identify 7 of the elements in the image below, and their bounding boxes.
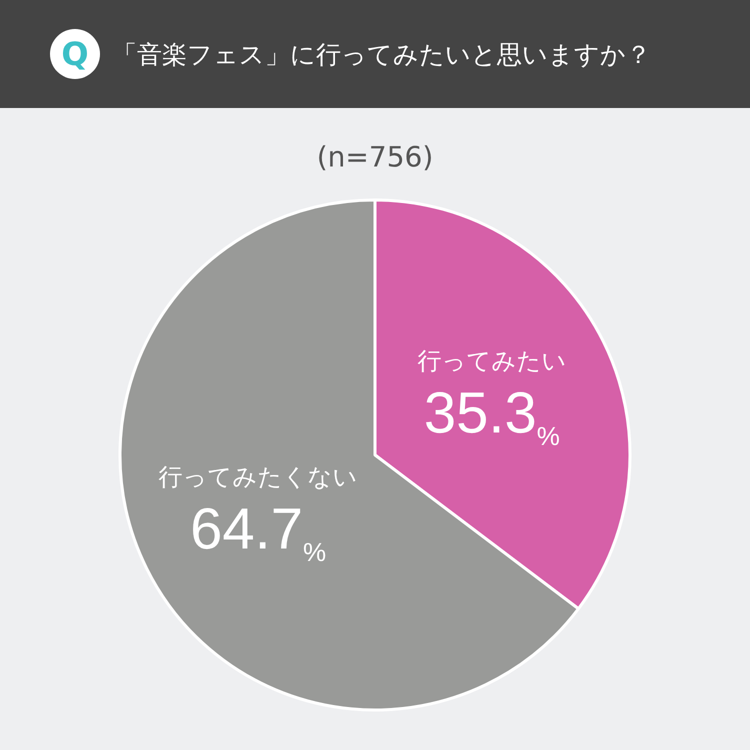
chart-title: 「音楽フェス」に行ってみたいと思いますか？ [112,38,651,70]
data-label: 35.3% [424,380,560,451]
slice-label: 行ってみたくない [158,463,358,492]
chart-subtitle: (n=756) [316,140,434,174]
data-label: 64.7% [190,496,326,568]
question-icon: Q [50,29,100,79]
slice-label: 行ってみたい [417,346,566,375]
